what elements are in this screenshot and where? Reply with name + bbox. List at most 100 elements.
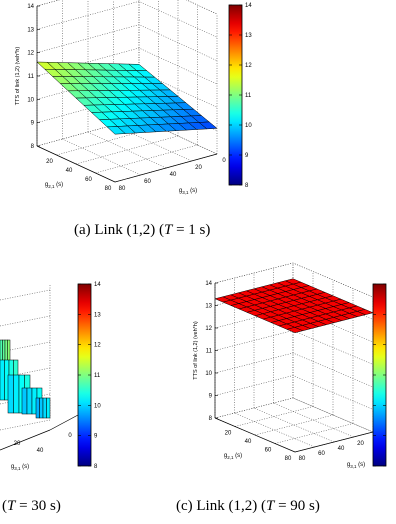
panel-c-x-tick-label: 60 [265,448,272,454]
panel-a-box-top [36,0,218,15]
panel-b-surface-cell [42,397,47,419]
panel-a-z-tick-label: 13 [27,27,34,33]
panel-b-colorbar-tick-label: 8 [94,464,98,470]
panel-a-y-tick-label: 80 [119,186,126,192]
panel-b-surface-cell [39,397,44,419]
panel-b-colorbar-tick-label: 9 [94,434,98,440]
panel-c-grid-line [214,397,374,433]
panel-c-grid-line [214,397,294,419]
panel-a-z-tick-label: 12 [27,51,34,57]
panel-b-surface-cell [21,387,28,415]
panel-b-surface-cell [13,374,20,414]
panel-c-z-tick-label: 12 [205,326,212,332]
panel-c-grid-line [214,330,374,365]
panel-c-z-tick-label: 14 [205,281,212,287]
panel-c-box-top [214,262,374,298]
panel-a-y-tick-label: 40 [170,172,177,178]
panel-a-grid-line [95,144,198,174]
panel-a-colorbar-tick-label: 11 [245,93,252,99]
panel-c-grid-line [273,402,354,438]
panel-a-surface-cell [106,126,126,135]
panel-c-x-tick-label: 20 [225,431,232,437]
panel-b-colorbar-tick-label: 14 [94,282,101,288]
panel-a-colorbar-tick-label: 10 [245,123,252,129]
panel-a-grid-line [36,0,218,15]
panel-b-colorbar-tick-label: 12 [94,343,101,349]
panel-c-x-tick-label: 80 [285,456,292,462]
panel-a-colorbar-tick-label: 9 [245,153,249,159]
panel-a-y-tick-label: 60 [144,179,151,185]
panel-a-grid-line [62,138,141,176]
panel-b-axes: 0 20 40 g3,1 (s) [0,285,79,471]
panel-b-surface-cell [0,359,5,401]
panel-c-x-tick-label: 40 [245,439,252,445]
panel-a-grid-line [36,1,218,38]
panel-b-grid-line [0,419,51,431]
panel-b-surface-cell [7,374,14,414]
panel-c-grid-line [234,406,314,427]
panel-c-z-tick-label: 13 [205,304,212,310]
panel-b-colorbar-tick-label: 13 [94,312,101,318]
panel-b-x-axis [0,429,51,451]
panel-a-z-axis-label: TTS of link (1,2) (veh*h) [15,47,21,106]
panel-a-x-axis [36,145,116,183]
panel-b-y-axis [49,414,79,431]
panel-c-y-tick-label: 80 [299,456,306,462]
panel-c-y-tick-label: 20 [357,441,364,447]
panel-c-grid-line [254,414,334,436]
panel-c-y-tick-label: 40 [338,446,345,452]
panel-a-z-tick-label: 14 [27,4,34,10]
panel-a-z-tick-label: 8 [31,144,35,150]
panel-c-y-tick-label: 60 [318,451,325,457]
panel-a-grid-line [75,135,179,165]
panel-a-colorbar-tick-label: 8 [245,183,249,189]
panel-c-grid-line [292,397,374,433]
panel-c-grid-line [214,352,374,388]
panel-b-y-tick-label: 0 [68,433,72,439]
panel-a-grid-line [113,124,192,162]
panel-c-y-axis [294,431,374,453]
panel-b-grid-line [0,315,51,327]
panel-b-x-tick-label: 40 [37,448,44,454]
panel-c-grid-line [214,375,374,410]
panel-a-z-tick-label: 10 [27,97,34,103]
panel-a-x-tick-label: 20 [46,159,53,165]
panel-a-colorbar-tick-label: 14 [245,3,252,9]
panel-c-y-axis-label: g3,1 (s) [347,462,365,469]
panel-a-x-axis-label: g2,1 (s) [45,182,63,189]
panel-a-z-tick-label: 11 [28,74,35,80]
panel-a-grid-line [138,117,218,155]
panel-b-y-axis-label: g3,1 (s) [11,464,29,471]
panel-c-z-tick-label: 10 [205,371,212,377]
panel-a-y-tick-label: 0 [222,158,226,164]
panel-b-surface-cell [35,397,40,419]
panel-a-x-tick-label: 80 [105,186,112,192]
caption-a: (a) Link (1,2) (T = 1 s) [74,222,211,238]
panel-b-surface-cell [26,387,33,415]
panel-b-x-tick-label: 20 [14,441,21,447]
panel-b-colorbar-tick-label: 10 [94,403,101,409]
panel-a-y-axis [114,153,218,183]
panel-c-z-tick-label: 11 [206,349,213,355]
panel-c-z-axis-label: TTS of link (1,2) (veh*h) [193,321,199,380]
caption-b: (T = 30 s) [2,498,61,514]
panel-a-y-tick-label: 20 [195,165,202,171]
panel-a-y-axis-label: g3,1 (s) [179,188,197,195]
panel-c-grid-line [274,423,354,444]
panel-a-x-tick-label: 40 [66,168,73,174]
panel-c-x-axis-label: g2,1 (s) [224,453,242,460]
panel-b-surface-cell [46,397,51,419]
panel-c-z-tick-label: 8 [209,416,213,422]
panel-a-colorbar-tick-label: 12 [245,63,252,69]
panel-a-axes: 8 9 10 11 12 13 14 20 40 60 80 0 20 40 60 80 TTS of link… [15,0,226,195]
panel-c-surface-cell [286,327,304,334]
panel-a-z-tick-label: 9 [31,121,35,127]
panel-c-x-axis [214,417,296,453]
panel-a-x-tick-label: 60 [85,177,92,183]
panel-c-z-tick-label: 9 [209,394,213,400]
panel-b-colorbar-tick-label: 11 [94,373,101,379]
panel-a-colorbar-tick-label: 13 [245,33,252,39]
panel-a-grid-line [36,24,218,61]
